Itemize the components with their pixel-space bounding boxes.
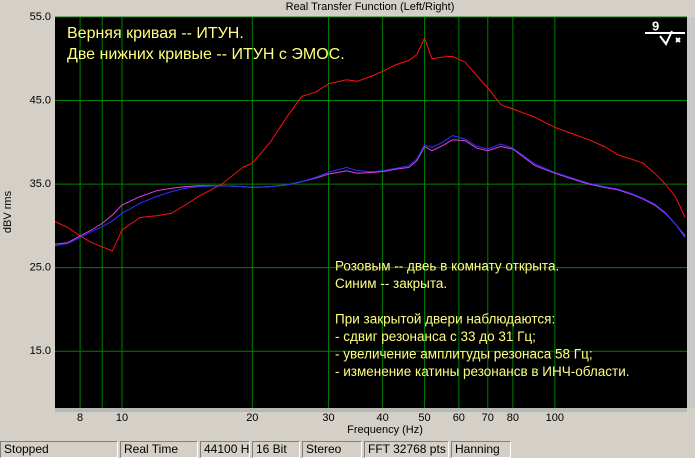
plot-area	[55, 17, 687, 408]
x-tick-label: 10	[116, 412, 128, 424]
x-tick-label: 30	[322, 412, 334, 424]
status-cell: Hanning	[451, 441, 511, 458]
chart-title: Real Transfer Function (Left/Right)	[286, 1, 455, 13]
scrollbar[interactable]	[687, 17, 695, 408]
annotation: - сдвиг резонанса с 33 до 31 Гц;	[335, 329, 536, 344]
x-tick-label: 20	[246, 412, 258, 424]
x-tick-label: 8	[77, 412, 83, 424]
chart: Real Transfer Function (Left/Right) Freq…	[2, 1, 695, 436]
x-tick-label: 80	[507, 412, 519, 424]
status-cell: Stereo	[302, 441, 362, 458]
annotation: - изменение катины резонансв в ИНЧ-облас…	[335, 364, 630, 379]
status-cell: Real Time	[120, 441, 198, 458]
svg-text:9: 9	[652, 18, 659, 33]
line-series	[55, 139, 686, 245]
y-tick-label: 25.0	[30, 262, 51, 274]
annotation: Верняя кривая -- ИТУН.	[67, 25, 244, 42]
scrollbar[interactable]	[55, 408, 687, 412]
annotation: Синим -- закрыта.	[335, 276, 447, 291]
line-series	[55, 135, 686, 247]
annotation: - увеличение амплитуды резонаса 58 Гц;	[335, 347, 593, 362]
status-cell: 44100 Hz	[200, 441, 250, 458]
x-tick-label: 50	[418, 412, 430, 424]
x-tick-label: 60	[453, 412, 465, 424]
y-tick-label: 55.0	[30, 11, 51, 23]
annotation: Две нижних кривые -- ИТУН с ЭМОС.	[67, 46, 345, 63]
status-cell: Stopped	[0, 441, 118, 458]
y-tick-label: 15.0	[30, 345, 51, 357]
line-series	[55, 36, 686, 252]
x-tick-label: 40	[376, 412, 388, 424]
grid	[55, 16, 687, 408]
x-tick-label: 100	[546, 412, 564, 424]
icon: 9	[645, 18, 685, 46]
status-cell: 16 Bit	[252, 441, 300, 458]
x-tick-label: 70	[482, 412, 494, 424]
status-cell: FFT 32768 pts	[364, 441, 449, 458]
y-tick-label: 45.0	[30, 94, 51, 106]
plot-lines	[55, 36, 686, 252]
y-tick-label: 35.0	[30, 178, 51, 190]
x-axis-label: Frequency (Hz)	[347, 424, 423, 436]
annotation: Розовым -- двеь в комнату открыта.	[335, 259, 559, 274]
annotation: При закрытой двери наблюдаются:	[335, 311, 555, 326]
y-axis-label: dBV rms	[2, 190, 14, 233]
